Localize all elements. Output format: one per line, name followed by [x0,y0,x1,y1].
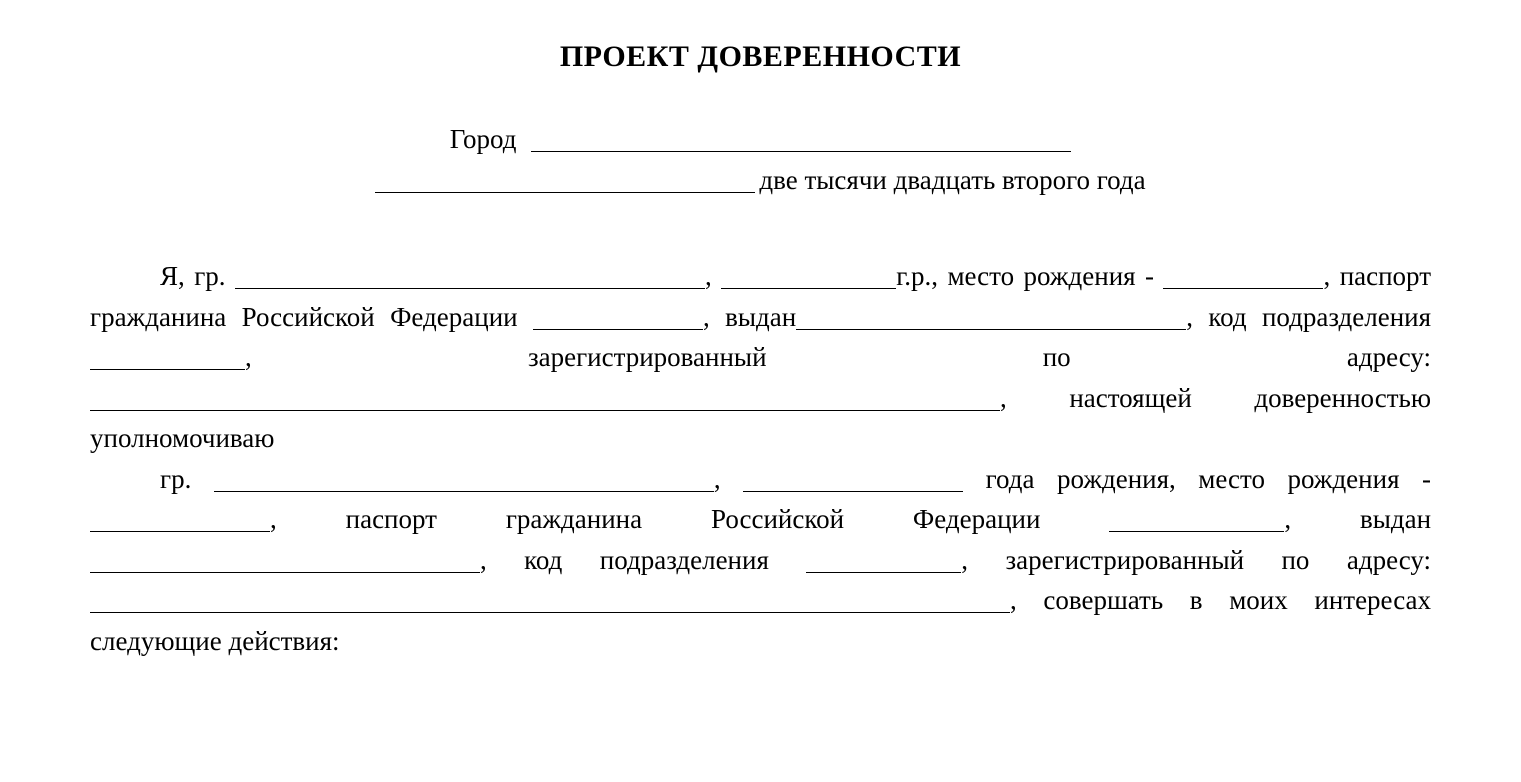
principal-birth-abbr: г.р., [896,261,938,291]
agent-intro: гр. [160,464,191,494]
principal-name-blank [235,262,705,289]
agent-name-blank [214,465,714,492]
principal-birthplace-blank [1163,262,1323,289]
principal-passport-blank [533,303,703,330]
agent-registered-label: зарегистрированный по адресу: [1005,545,1431,575]
principal-intro: Я, гр. [160,261,226,291]
agent-address-blank [90,586,1010,613]
agent-birthdate-blank [743,465,963,492]
principal-deptcode-label: код подразделения [1208,302,1431,332]
principal-registered-label: зарегистрированный по адресу: [528,342,1431,372]
agent-birthplace-blank [90,505,270,532]
agent-birth-year-label: года рождения, [986,464,1176,494]
date-blank [375,192,755,193]
document-body: Я, гр. , г.р., место рождения - , паспор… [90,256,1431,661]
agent-birthplace-label: место рождения - [1198,464,1431,494]
agent-deptcode-label: код подразделения [524,545,769,575]
date-line: две тысячи двадцать второго года [90,165,1431,196]
document-title: ПРОЕКТ ДОВЕРЕННОСТИ [90,40,1431,74]
principal-issued-label: выдан [725,302,796,332]
agent-passport-label: паспорт гражданина Российской Федерации [346,504,1041,534]
agent-issued-blank [90,546,480,573]
agent-deptcode-blank [806,546,961,573]
city-line: Город [90,124,1431,155]
agent-paragraph: гр. , года рождения, место рождения - , … [90,459,1431,662]
principal-issued-blank [796,303,1186,330]
city-label: Город [450,124,517,154]
agent-passport-blank [1109,505,1284,532]
principal-deptcode-blank [90,343,245,370]
principal-birthplace-label: место рождения - [947,261,1154,291]
principal-birthdate-blank [721,262,896,289]
city-blank [531,151,1071,152]
principal-paragraph: Я, гр. , г.р., место рождения - , паспор… [90,256,1431,459]
principal-address-blank [90,384,1000,411]
year-suffix: две тысячи двадцать второго года [759,165,1145,195]
agent-issued-label: выдан [1360,504,1431,534]
